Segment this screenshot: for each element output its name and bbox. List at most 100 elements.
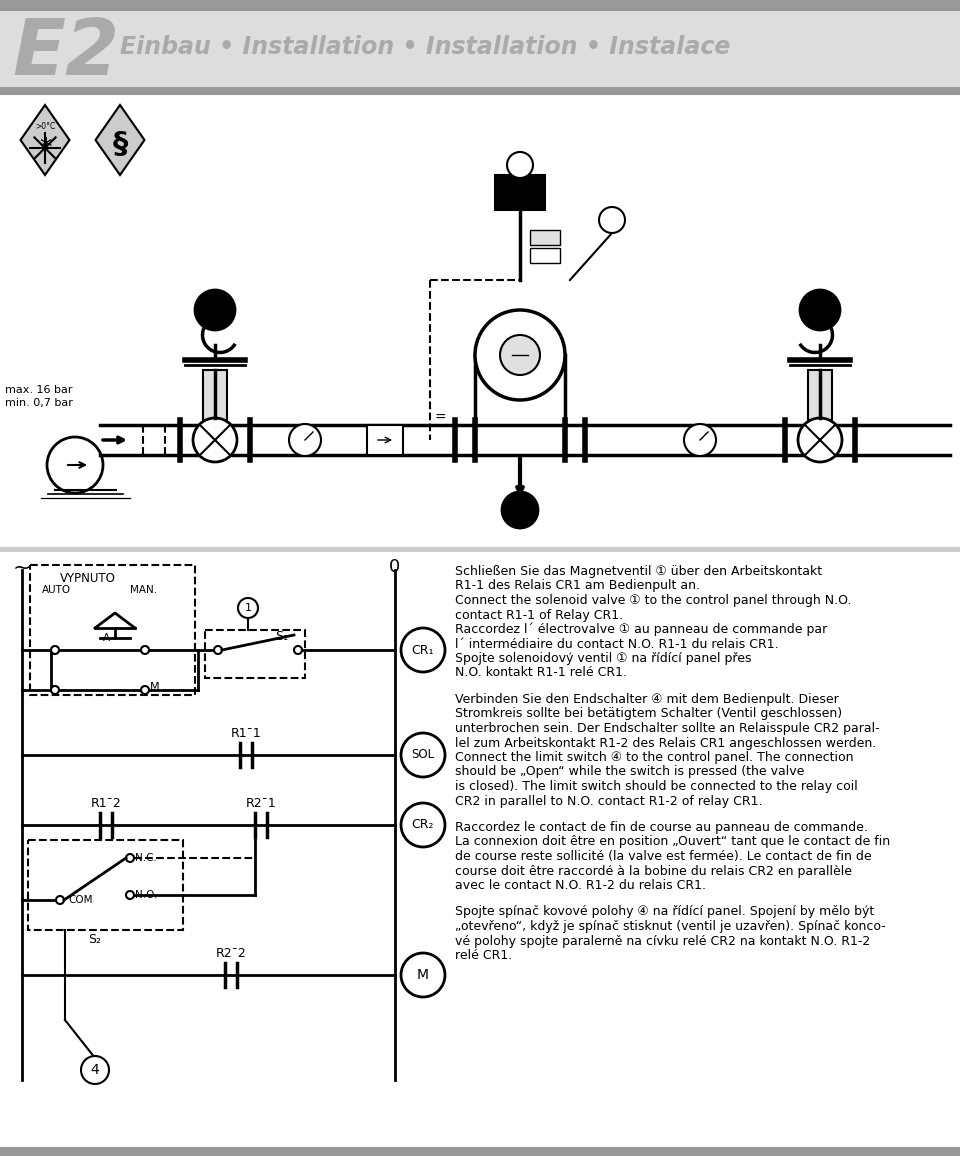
Text: R1-1 des Relais CR1 am Bedienpult an.: R1-1 des Relais CR1 am Bedienpult an.	[455, 579, 700, 593]
Text: lel zum Arbeitskontakt R1-2 des Relais CR1 angeschlossen werden.: lel zum Arbeitskontakt R1-2 des Relais C…	[455, 736, 876, 749]
Circle shape	[56, 896, 64, 904]
Circle shape	[401, 628, 445, 672]
Circle shape	[193, 418, 237, 462]
Bar	[0, 88, 960, 94]
Text: Connect the limit switch ④ to the control panel. The connection: Connect the limit switch ④ to the contro…	[455, 751, 853, 764]
Bar	[0, 548, 960, 551]
Circle shape	[214, 646, 222, 654]
Bar	[367, 425, 403, 455]
Text: R2¯2: R2¯2	[216, 947, 247, 959]
Polygon shape	[20, 105, 69, 175]
Circle shape	[294, 646, 302, 654]
Text: E2: E2	[12, 15, 119, 91]
Text: Schließen Sie das Magnetventil ① über den Arbeitskontakt: Schließen Sie das Magnetventil ① über de…	[455, 565, 822, 578]
Circle shape	[126, 891, 134, 899]
Text: Verbinden Sie den Endschalter ④ mit dem Bedienpult. Dieser: Verbinden Sie den Endschalter ④ mit dem …	[455, 692, 839, 706]
Circle shape	[599, 207, 625, 234]
Text: CR2 in parallel to N.O. contact R1-2 of relay CR1.: CR2 in parallel to N.O. contact R1-2 of …	[455, 794, 762, 808]
Bar	[203, 370, 227, 420]
Bar	[530, 249, 560, 264]
Circle shape	[507, 151, 533, 178]
Text: Spojte solenoidový ventil ① na řídící panel přes: Spojte solenoidový ventil ① na řídící pa…	[455, 652, 752, 665]
Text: Raccordez le contact de fin de course au panneau de commande.: Raccordez le contact de fin de course au…	[455, 821, 868, 833]
Bar	[495, 175, 545, 210]
Text: ~: ~	[12, 558, 32, 578]
Text: 3: 3	[514, 501, 526, 519]
Circle shape	[289, 424, 321, 455]
Circle shape	[401, 953, 445, 996]
Text: =: =	[434, 412, 445, 425]
Text: Einbau • Installation • Installation • Instalace: Einbau • Installation • Installation • I…	[120, 35, 731, 59]
Text: should be „Open“ while the switch is pressed (the valve: should be „Open“ while the switch is pre…	[455, 765, 804, 778]
Circle shape	[47, 437, 103, 492]
Text: §: §	[112, 131, 128, 160]
Text: *: *	[38, 136, 51, 160]
Text: min. 0,7 bar: min. 0,7 bar	[5, 398, 73, 408]
Text: Stromkreis sollte bei betätigtem Schalter (Ventil geschlossen): Stromkreis sollte bei betätigtem Schalte…	[455, 707, 842, 720]
Text: 2: 2	[813, 301, 827, 319]
Text: R1¯2: R1¯2	[90, 796, 121, 810]
Circle shape	[141, 686, 149, 694]
Circle shape	[500, 335, 540, 375]
Text: CR₂: CR₂	[412, 818, 434, 831]
Bar	[28, 840, 183, 929]
Circle shape	[51, 686, 59, 694]
Text: N.C.: N.C.	[135, 853, 156, 864]
Text: S₂: S₂	[88, 933, 102, 946]
Circle shape	[401, 733, 445, 777]
Polygon shape	[95, 105, 145, 175]
Text: R1¯1: R1¯1	[230, 727, 261, 740]
Circle shape	[195, 290, 235, 329]
Text: A: A	[103, 633, 110, 643]
Bar	[530, 230, 560, 245]
Text: course doit être raccordé à la bobine du relais CR2 en parallèle: course doit être raccordé à la bobine du…	[455, 865, 852, 877]
Text: M: M	[150, 682, 159, 692]
Text: 0: 0	[390, 558, 400, 576]
Text: >0°C: >0°C	[35, 123, 55, 131]
Text: contact R1-1 of Relay CR1.: contact R1-1 of Relay CR1.	[455, 608, 623, 622]
Text: AUTO: AUTO	[42, 585, 71, 595]
Text: 1: 1	[208, 301, 222, 319]
Circle shape	[684, 424, 716, 455]
Circle shape	[238, 598, 258, 618]
Bar	[0, 10, 960, 90]
Text: N.O.: N.O.	[135, 890, 157, 901]
Text: 1: 1	[516, 158, 524, 171]
Text: vé polohy spojte paralerně na cívku relé CR2 na kontakt N.O. R1-2: vé polohy spojte paralerně na cívku relé…	[455, 934, 871, 948]
Circle shape	[126, 854, 134, 862]
Text: N.O. kontakt R1-1 relé CR1.: N.O. kontakt R1-1 relé CR1.	[455, 667, 627, 680]
Circle shape	[502, 492, 538, 528]
Text: unterbrochen sein. Der Endschalter sollte an Relaisspule CR2 paral-: unterbrochen sein. Der Endschalter sollt…	[455, 722, 879, 735]
Text: de course reste sollicité (la valve est fermée). Le contact de fin de: de course reste sollicité (la valve est …	[455, 850, 872, 864]
Text: is closed). The limit switch should be connected to the relay coil: is closed). The limit switch should be c…	[455, 780, 857, 793]
Text: VYPNUTO: VYPNUTO	[60, 572, 116, 585]
Text: SOL: SOL	[412, 748, 435, 762]
Text: Raccordez l´ électrovalve ① au panneau de commande par: Raccordez l´ électrovalve ① au panneau d…	[455, 623, 828, 637]
Text: relé CR1.: relé CR1.	[455, 949, 513, 962]
Text: max. 16 bar: max. 16 bar	[5, 385, 73, 395]
Text: Connect the solenoid valve ① to the control panel through N.O.: Connect the solenoid valve ① to the cont…	[455, 594, 852, 607]
Text: Spojte spínač kovové polohy ④ na řídící panel. Spojení by mělo být: Spojte spínač kovové polohy ④ na řídící …	[455, 905, 875, 919]
Text: COM: COM	[68, 895, 92, 905]
Circle shape	[81, 1055, 109, 1084]
Text: 1: 1	[245, 603, 252, 613]
Bar	[30, 565, 195, 695]
Text: M: M	[417, 968, 429, 981]
Text: avec le contact N.O. R1-2 du relais CR1.: avec le contact N.O. R1-2 du relais CR1.	[455, 879, 706, 892]
Circle shape	[475, 310, 565, 400]
Bar	[0, 0, 960, 10]
Circle shape	[51, 646, 59, 654]
Text: La connexion doit être en position „Ouvert“ tant que le contact de fin: La connexion doit être en position „Ouve…	[455, 836, 890, 849]
Circle shape	[401, 803, 445, 847]
Text: R2¯1: R2¯1	[246, 796, 276, 810]
Circle shape	[798, 418, 842, 462]
Text: 4: 4	[90, 1064, 100, 1077]
Text: 4: 4	[608, 214, 616, 227]
Text: MAN.: MAN.	[130, 585, 157, 595]
Circle shape	[141, 646, 149, 654]
Text: l´ intermédiaire du contact N.O. R1-1 du relais CR1.: l´ intermédiaire du contact N.O. R1-1 du…	[455, 637, 779, 651]
Bar	[205, 630, 305, 679]
Text: S₁: S₁	[275, 630, 288, 643]
Text: CR₁: CR₁	[412, 644, 434, 657]
Circle shape	[800, 290, 840, 329]
